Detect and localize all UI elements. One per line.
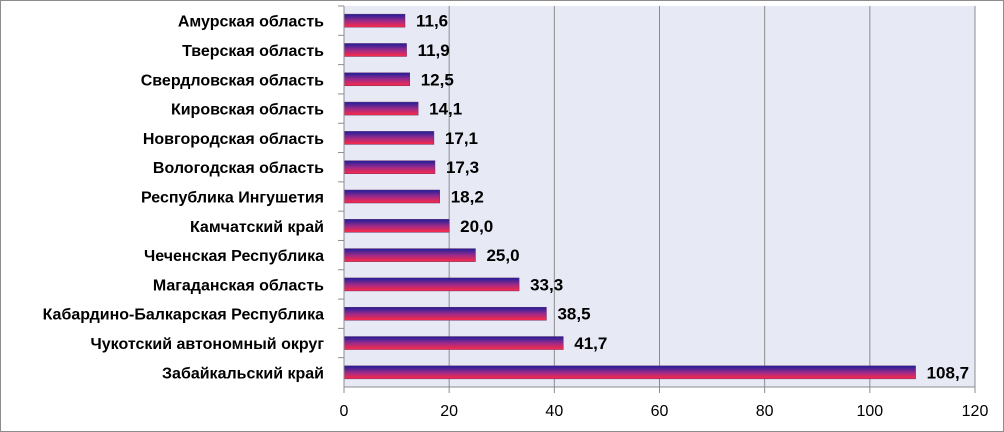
bar <box>343 13 406 28</box>
data-label: 33,3 <box>530 275 563 294</box>
data-label: 20,0 <box>460 217 493 236</box>
category-label: Новгородская область <box>143 131 324 148</box>
category-label: Чукотский автономный округ <box>91 336 325 353</box>
category-label: Свердловская область <box>141 72 324 89</box>
bar <box>343 219 450 233</box>
data-label: 41,7 <box>574 334 607 353</box>
category-label: Кировская область <box>171 102 324 119</box>
data-label: 11,9 <box>418 41 450 60</box>
x-tick-label: 20 <box>440 403 458 420</box>
gridlines <box>448 6 976 387</box>
data-label: 18,2 <box>451 188 484 207</box>
category-label: Забайкальский край <box>162 365 324 382</box>
bar <box>343 306 547 321</box>
bar <box>343 365 916 380</box>
bar <box>343 160 436 174</box>
category-label: Тверская область <box>182 43 324 60</box>
data-label: 14,1 <box>429 100 462 119</box>
data-label: 12,5 <box>421 70 454 89</box>
bars <box>343 13 916 380</box>
x-tick-label: 120 <box>962 403 989 420</box>
data-label: 108,7 <box>927 363 970 382</box>
category-label: Камчатский край <box>190 219 324 236</box>
bar <box>343 131 435 145</box>
value-labels: 11,6 11,9 12,5 14,1 17,1 17,3 18,2 20,0 25,0 33,3… <box>416 12 969 383</box>
axes <box>338 5 975 388</box>
bar <box>343 277 520 292</box>
x-tick-label: 60 <box>651 403 669 420</box>
x-tick-label: 80 <box>756 403 774 420</box>
data-label: 17,3 <box>446 158 479 177</box>
x-tick-label: 40 <box>545 403 563 420</box>
bar <box>343 72 410 87</box>
bar <box>343 336 564 350</box>
category-labels: Амурская область Тверская область Свердлов… <box>43 14 325 383</box>
bar <box>343 248 476 262</box>
category-label: Кабардино-Балкарская Республика <box>43 307 325 324</box>
bar <box>343 101 419 116</box>
category-label: Амурская область <box>178 14 324 31</box>
category-label: Вологодская область <box>153 160 324 177</box>
x-axis-ticks: 0 20 40 60 80 100 120 <box>340 387 989 420</box>
x-tick-label: 0 <box>340 403 349 420</box>
category-label: Республика Ингушетия <box>141 190 324 207</box>
data-label: 17,1 <box>445 129 478 148</box>
x-tick-label: 100 <box>856 403 883 420</box>
data-label: 38,5 <box>557 305 590 324</box>
data-label: 25,0 <box>486 246 519 265</box>
category-label: Чеченская Республика <box>144 248 324 265</box>
bar <box>343 43 407 57</box>
data-label: 11,6 <box>416 12 448 31</box>
category-label: Магаданская область <box>153 277 324 294</box>
bar <box>343 189 440 204</box>
